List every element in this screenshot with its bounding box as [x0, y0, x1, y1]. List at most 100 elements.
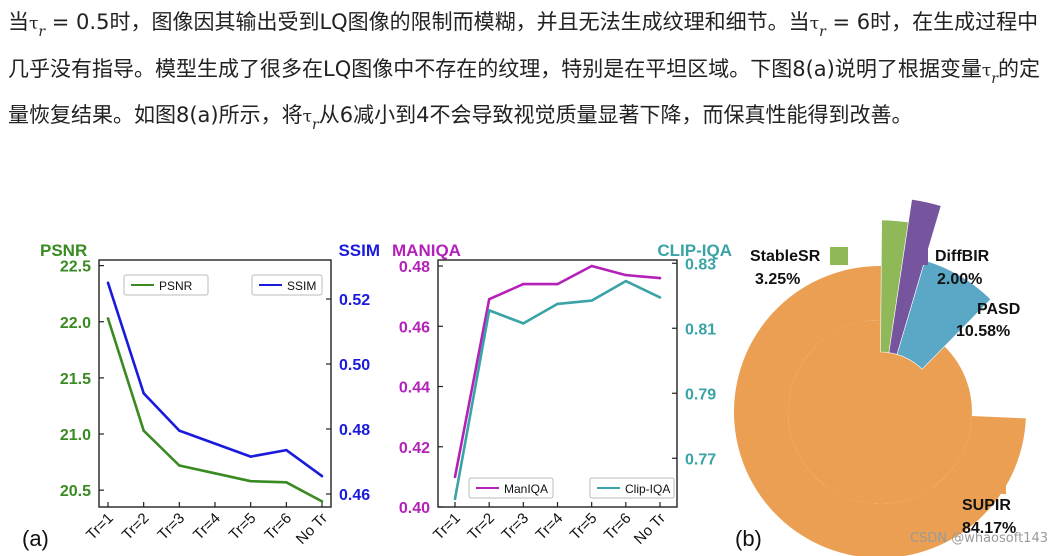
data-point	[453, 497, 457, 501]
paragraph-text-4: 的定量恢复结果。如图8(a)所示，将	[8, 56, 1040, 128]
right-tick-label: 0.79	[685, 386, 716, 403]
data-point	[320, 500, 324, 503]
tau-subscript: r	[991, 70, 998, 87]
data-point	[249, 479, 252, 483]
tau-symbol: τ	[302, 107, 313, 127]
legend-box	[123, 274, 209, 296]
legend-name: SUPIR	[962, 497, 1011, 514]
left-tick-label: 0.48	[399, 259, 430, 276]
legend-label: ManIQA	[504, 482, 548, 496]
data-point	[522, 322, 525, 325]
x-tick-label: Tr=6	[261, 510, 295, 544]
panel-label-b: (b)	[735, 526, 762, 551]
watermark: CSDN @whaosoft143	[910, 531, 1048, 546]
data-point	[556, 282, 559, 286]
series-line-ssim	[106, 282, 323, 478]
data-point	[213, 472, 217, 475]
data-point	[487, 309, 491, 312]
data-point	[142, 391, 145, 395]
right-tick-label: 0.77	[685, 451, 716, 468]
data-point	[522, 282, 525, 286]
x-tick-label: Tr=5	[567, 510, 601, 544]
right-tick-label: 0.81	[685, 321, 716, 338]
data-point	[213, 442, 217, 445]
series-line-maniqa	[453, 264, 661, 478]
legend-name: DiffBIR	[935, 248, 990, 265]
data-point	[658, 276, 662, 280]
legend-swatch-pasd	[952, 299, 970, 317]
data-point	[590, 299, 593, 302]
tau-symbol: τ	[29, 14, 39, 34]
x-tick-label: Tr=5	[226, 510, 260, 544]
donut-center	[788, 320, 972, 504]
data-point	[285, 481, 288, 484]
x-tick-label: Tr=2	[119, 510, 153, 544]
paragraph-text-3: = 6时，在生成过程中几乎没有指导。模型生成了很多在LQ图像中不存在的纹理，特别…	[8, 10, 1039, 81]
x-tick-label: Tr=1	[430, 510, 464, 544]
paragraph-text-5: 从6减小到4不会导致视觉质量显著下降，而保真性能得到改善。	[318, 103, 913, 127]
left-tick-label: 0.46	[399, 319, 430, 336]
slice-pasd	[896, 260, 992, 370]
data-point	[320, 474, 324, 478]
data-point	[178, 429, 181, 432]
left-tick-label: 0.40	[399, 500, 430, 517]
legend-label: PSNR	[159, 279, 193, 293]
legend-box	[589, 477, 675, 499]
x-tick-label: Tr=4	[190, 510, 224, 544]
left-tick-label: 0.44	[399, 380, 430, 397]
left-tick-label: 20.5	[60, 483, 91, 500]
data-point	[624, 273, 628, 277]
legend-label: SSIM	[287, 279, 316, 293]
data-point	[590, 264, 593, 268]
legend-value: 3.25%	[755, 271, 800, 288]
legend-swatch-diffbir	[910, 247, 928, 265]
left-tick-label: 21.0	[60, 427, 91, 444]
right-tick-label: 0.46	[339, 487, 370, 504]
left-tick-label: 21.5	[60, 371, 91, 388]
right-axis-title: CLIP-IQA	[657, 241, 732, 260]
x-tick-label: No Tr	[631, 510, 669, 548]
left-tick-label: 22.0	[60, 315, 91, 332]
paragraph-text-2: = 0.5时，图像因其输出受到LQ图像的限制而模糊，并且无法生成纹理和细节。当	[45, 10, 810, 34]
x-tick-label: Tr=3	[154, 510, 188, 544]
data-point	[249, 455, 252, 458]
right-tick-label: 0.52	[339, 292, 370, 309]
left-axis-title: PSNR	[40, 241, 87, 260]
panel-label-a: (a)	[22, 526, 49, 551]
tau-subscript: r	[312, 117, 319, 133]
data-point	[556, 302, 559, 306]
tau-symbol: τ	[809, 14, 820, 34]
right-axis-title: SSIM	[338, 241, 380, 260]
x-tick-label: Tr=3	[498, 510, 532, 544]
data-point	[487, 297, 491, 301]
x-tick-label: Tr=4	[533, 510, 567, 544]
legend-box	[468, 477, 554, 499]
plot-frame	[98, 259, 332, 508]
legend-swatch-supir	[988, 476, 1006, 494]
data-point	[106, 281, 110, 285]
data-point	[285, 448, 288, 452]
tau-subscript: r	[38, 24, 46, 40]
data-point	[142, 429, 145, 432]
x-tick-label: No Tr	[293, 510, 331, 548]
legend-name: StableSR	[750, 248, 821, 265]
tau-subscript: r	[819, 24, 826, 40]
data-point	[178, 464, 181, 467]
data-point	[624, 279, 628, 283]
x-tick-label: Tr=1	[83, 510, 117, 544]
legend-value: 10.58%	[956, 323, 1010, 340]
left-tick-label: 22.5	[60, 259, 91, 276]
legend-name: PASD	[977, 301, 1020, 318]
data-point	[106, 317, 110, 320]
right-tick-label: 0.50	[339, 357, 370, 374]
body-paragraph: 当τr = 0.5时，图像因其输出受到LQ图像的限制而模糊，并且无法生成纹理和细…	[8, 4, 1056, 144]
paragraph-text-1: 当	[8, 10, 29, 34]
x-tick-label: Tr=2	[464, 510, 498, 544]
data-point	[453, 475, 457, 479]
right-tick-label: 0.83	[685, 256, 716, 273]
left-tick-label: 0.42	[399, 440, 430, 457]
left-axis-title: MANIQA	[392, 241, 461, 260]
legend-label: Clip-IQA	[625, 482, 670, 496]
legend-value: 2.00%	[937, 271, 982, 288]
